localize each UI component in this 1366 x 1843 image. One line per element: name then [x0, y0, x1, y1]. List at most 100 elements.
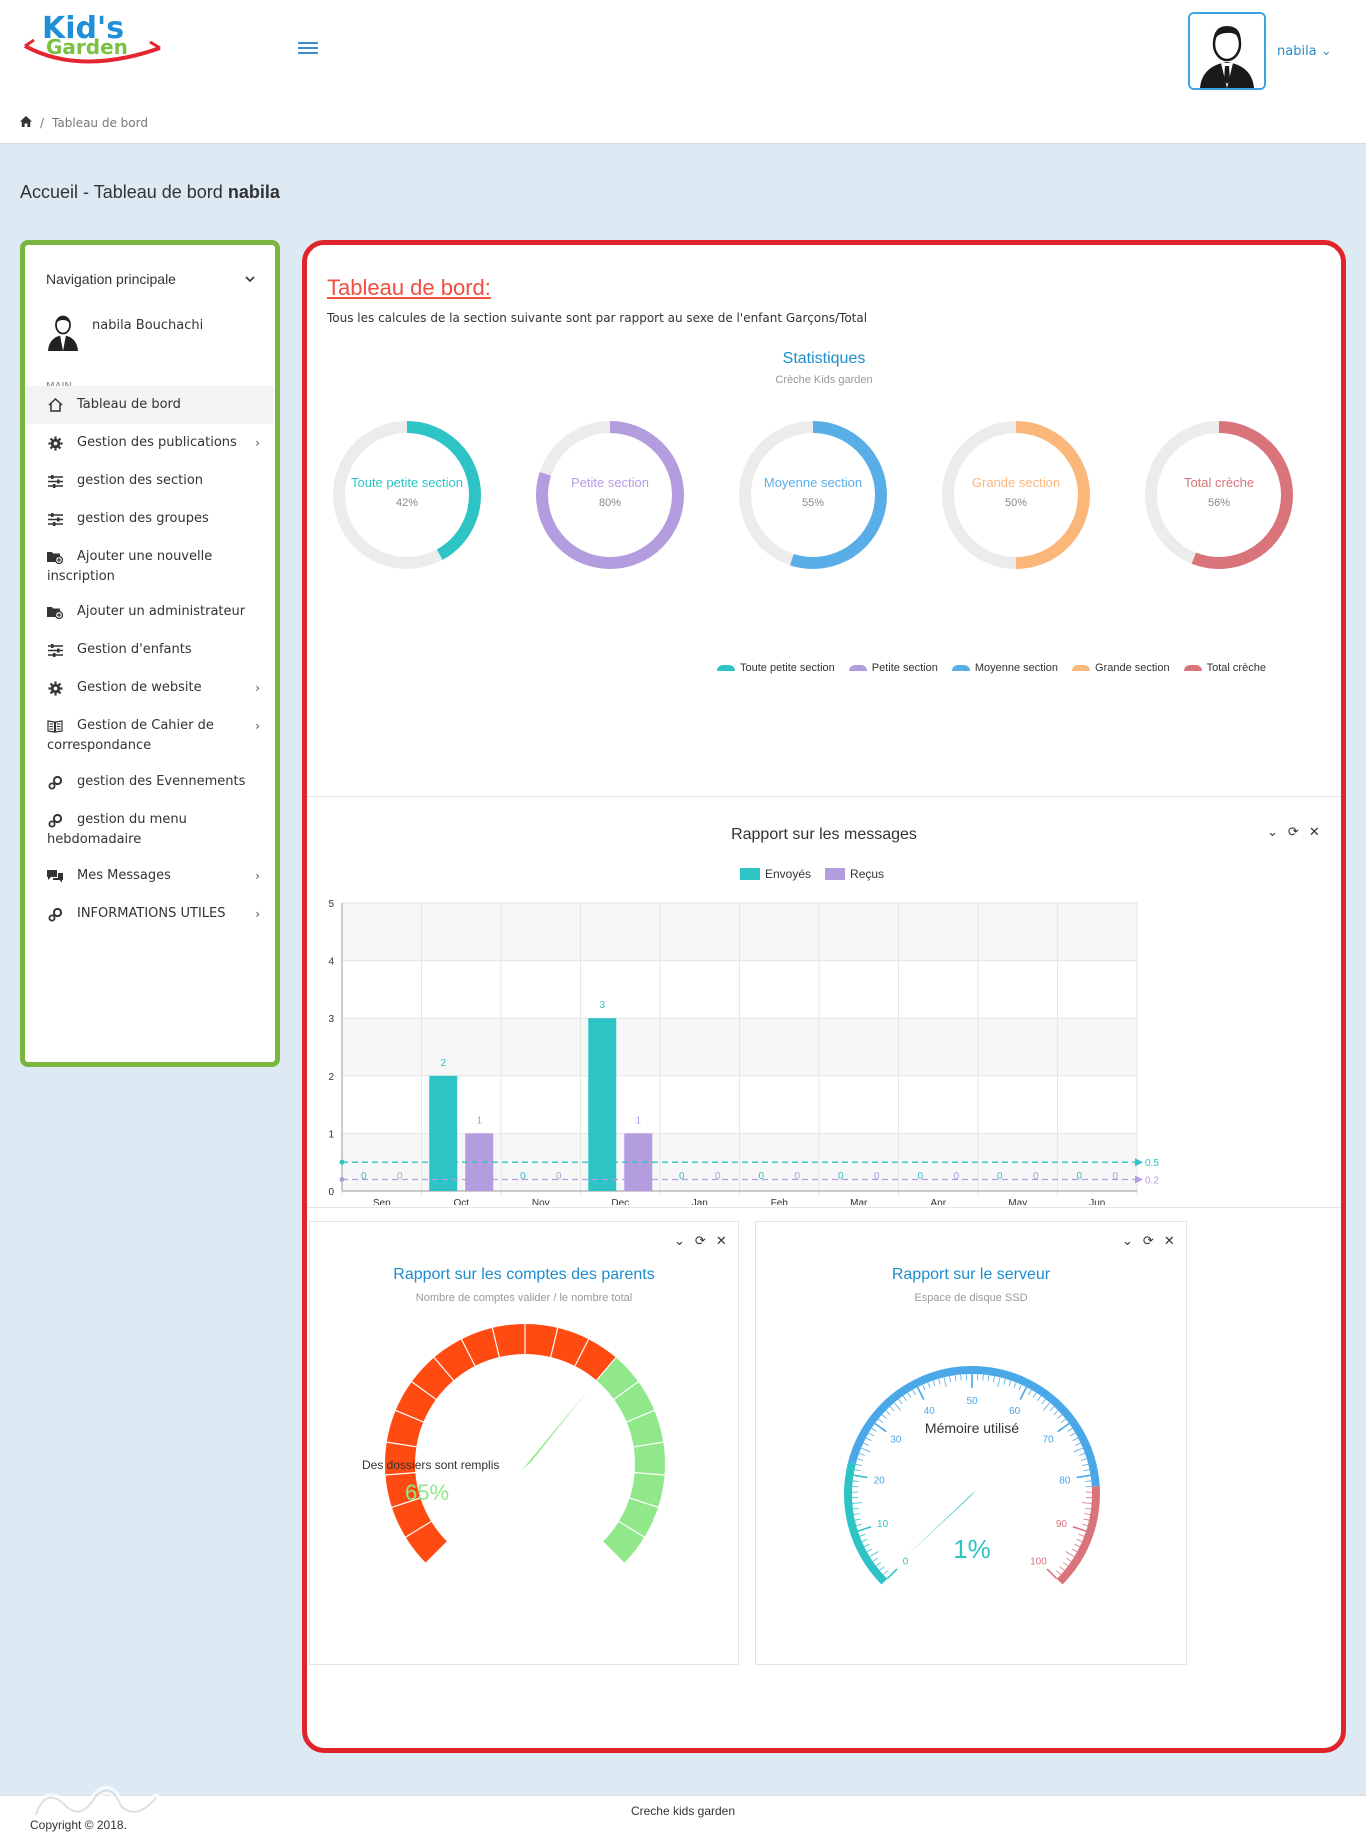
sidebar-item-ajouter-une-nouvelle-inscription[interactable]: Ajouter une nouvelle inscription — [26, 547, 274, 587]
chevron-right-icon: › — [255, 869, 260, 883]
legend-item[interactable]: Total crèche — [1183, 662, 1266, 674]
average-label: 0.5 — [1145, 1158, 1159, 1169]
gauge-tick — [1057, 1422, 1070, 1433]
legend-item[interactable]: Moyenne section — [951, 662, 1058, 674]
sidebar-item-label: gestion des section — [77, 473, 204, 488]
y-tick-label: 4 — [328, 957, 334, 968]
sidebar-item-label: Gestion de website — [77, 680, 202, 695]
gauge-tick — [916, 1386, 925, 1400]
sidebar-item-mes-messages[interactable]: Mes Messages › — [26, 866, 274, 886]
gauge-tick — [1019, 1386, 1028, 1400]
bar — [465, 1133, 494, 1191]
footer-copyright: Copyright © 2018. — [30, 1818, 127, 1832]
y-tick-label: 5 — [328, 899, 334, 910]
gauge-tick — [1085, 1507, 1092, 1510]
bar-value-label: 0 — [1112, 1171, 1118, 1182]
parents-panel-tools: ⌄ ⟳ ✕ — [674, 1234, 727, 1249]
user-avatar[interactable] — [1188, 12, 1266, 90]
close-icon[interactable]: ✕ — [715, 1234, 727, 1249]
user-menu[interactable]: nabila ⌄ — [1277, 44, 1332, 59]
gauge-tick — [949, 1376, 952, 1383]
y-tick-label: 0 — [328, 1187, 334, 1198]
gauge-tick — [854, 1469, 861, 1472]
menu-toggle-icon[interactable] — [298, 42, 318, 60]
x-tick-label: Jan — [692, 1198, 708, 1205]
stats-subtitle: Crèche Kids garden — [775, 374, 873, 386]
gauge-tick — [613, 1381, 639, 1400]
refresh-icon[interactable]: ⟳ — [1287, 825, 1299, 840]
gauge-tick — [1067, 1427, 1073, 1432]
legend-item[interactable]: Toute petite section — [717, 662, 835, 674]
legend-item[interactable]: Envoyés — [740, 867, 811, 881]
sidebar-item-gestion-de-website[interactable]: Gestion de website › — [26, 678, 274, 698]
collapse-icon[interactable]: ⌄ — [674, 1234, 685, 1249]
gauge-tick-label: 10 — [877, 1519, 889, 1530]
gauge-tick — [855, 1463, 862, 1467]
gauge-tick — [1072, 1437, 1079, 1442]
collapse-icon[interactable]: ⌄ — [1122, 1234, 1133, 1249]
sidebar-item-ajouter-un-administrateur[interactable]: Ajouter un administrateur — [26, 602, 274, 622]
sidebar-item-gestion-du-menu-hebdomadaire[interactable]: gestion du menu hebdomadaire — [26, 810, 274, 850]
bar-value-label: 0 — [679, 1171, 685, 1182]
legend-item[interactable]: Grande section — [1072, 662, 1170, 674]
gauge-tick — [1083, 1469, 1090, 1472]
gauge-tick — [889, 1406, 895, 1412]
donut-arc — [536, 421, 684, 569]
legend-label: Reçus — [850, 867, 885, 881]
close-icon[interactable]: ✕ — [1163, 1234, 1175, 1249]
gauge-tick — [425, 1541, 448, 1564]
sidebar-item-gestion-des-section[interactable]: gestion des section — [26, 471, 274, 491]
gauge-tick — [1046, 1568, 1058, 1580]
gauge-tick — [857, 1458, 864, 1461]
gauge-tick — [874, 1422, 887, 1433]
refresh-icon[interactable]: ⟳ — [694, 1234, 706, 1249]
legend-label: Toute petite section — [740, 662, 835, 674]
legend-swatch — [1183, 665, 1202, 671]
gauge-tick — [1071, 1548, 1078, 1553]
x-tick-label: May — [1008, 1198, 1027, 1205]
sidebar-item-label: Mes Messages — [77, 868, 171, 883]
sidebar-item-gestion-d-enfants[interactable]: Gestion d'enfants — [26, 640, 274, 660]
sidebar-item-gestion-des-evennements[interactable]: gestion des Evennements — [26, 772, 274, 792]
messages-panel-title: Rapport sur les messages — [731, 826, 917, 843]
bar — [429, 1075, 458, 1191]
folder-add-icon — [46, 602, 64, 622]
folder-add-icon — [46, 547, 64, 567]
sidebar-item-gestion-des-groupes[interactable]: gestion des groupes — [26, 509, 274, 529]
sidebar-item-gestion-de-cahier-de-correspondance[interactable]: Gestion de Cahier de correspondance › — [26, 716, 274, 756]
server-gauge: 0 10 20 30 40 50 60 70 80 90 100 — [844, 1366, 1100, 1585]
sidebar-heading[interactable]: Navigation principale — [46, 271, 176, 287]
donut-arc — [739, 421, 887, 569]
refresh-icon[interactable]: ⟳ — [1142, 1234, 1154, 1249]
chevron-down-icon[interactable] — [245, 271, 255, 287]
home-icon[interactable] — [20, 116, 32, 130]
close-icon[interactable]: ✕ — [1308, 825, 1320, 840]
gauge-tick — [938, 1378, 941, 1385]
legend-label: Total crèche — [1206, 662, 1266, 674]
server-gauge-value: 1% — [953, 1534, 991, 1564]
x-tick-label: Feb — [771, 1198, 789, 1205]
chevron-right-icon: › — [255, 436, 260, 450]
gauge-tick — [1060, 1418, 1066, 1424]
donut-chart: Toute petite section 42% — [329, 417, 485, 573]
sidebar-item-tableau-de-bord[interactable]: Tableau de bord — [26, 386, 274, 424]
legend-swatch — [825, 868, 846, 880]
gauge-tick — [1072, 1525, 1087, 1532]
sidebar-item-gestion-des-publications[interactable]: Gestion des publications › — [26, 433, 274, 453]
donut-label: Toute petite section — [350, 475, 464, 490]
gauge-tick — [1059, 1566, 1065, 1571]
kids-garden-logo[interactable]: Kid's Garden — [20, 6, 165, 76]
legend-swatch — [740, 868, 760, 880]
sliders-icon — [46, 640, 64, 660]
parents-panel-title: Rapport sur les comptes des parents — [393, 1266, 655, 1283]
legend-item[interactable]: Petite section — [848, 662, 938, 674]
gauge-tick — [898, 1398, 903, 1405]
gauge-tick — [1083, 1518, 1090, 1521]
home-icon — [46, 395, 64, 415]
sidebar-item-informations-utiles[interactable]: INFORMATIONS UTILES › — [26, 904, 274, 924]
gauge-tick — [1085, 1480, 1092, 1482]
collapse-icon[interactable]: ⌄ — [1267, 825, 1278, 840]
gauge-tick — [932, 1380, 936, 1387]
legend-item[interactable]: Reçus — [825, 867, 884, 881]
gauge-tick — [1079, 1452, 1086, 1456]
